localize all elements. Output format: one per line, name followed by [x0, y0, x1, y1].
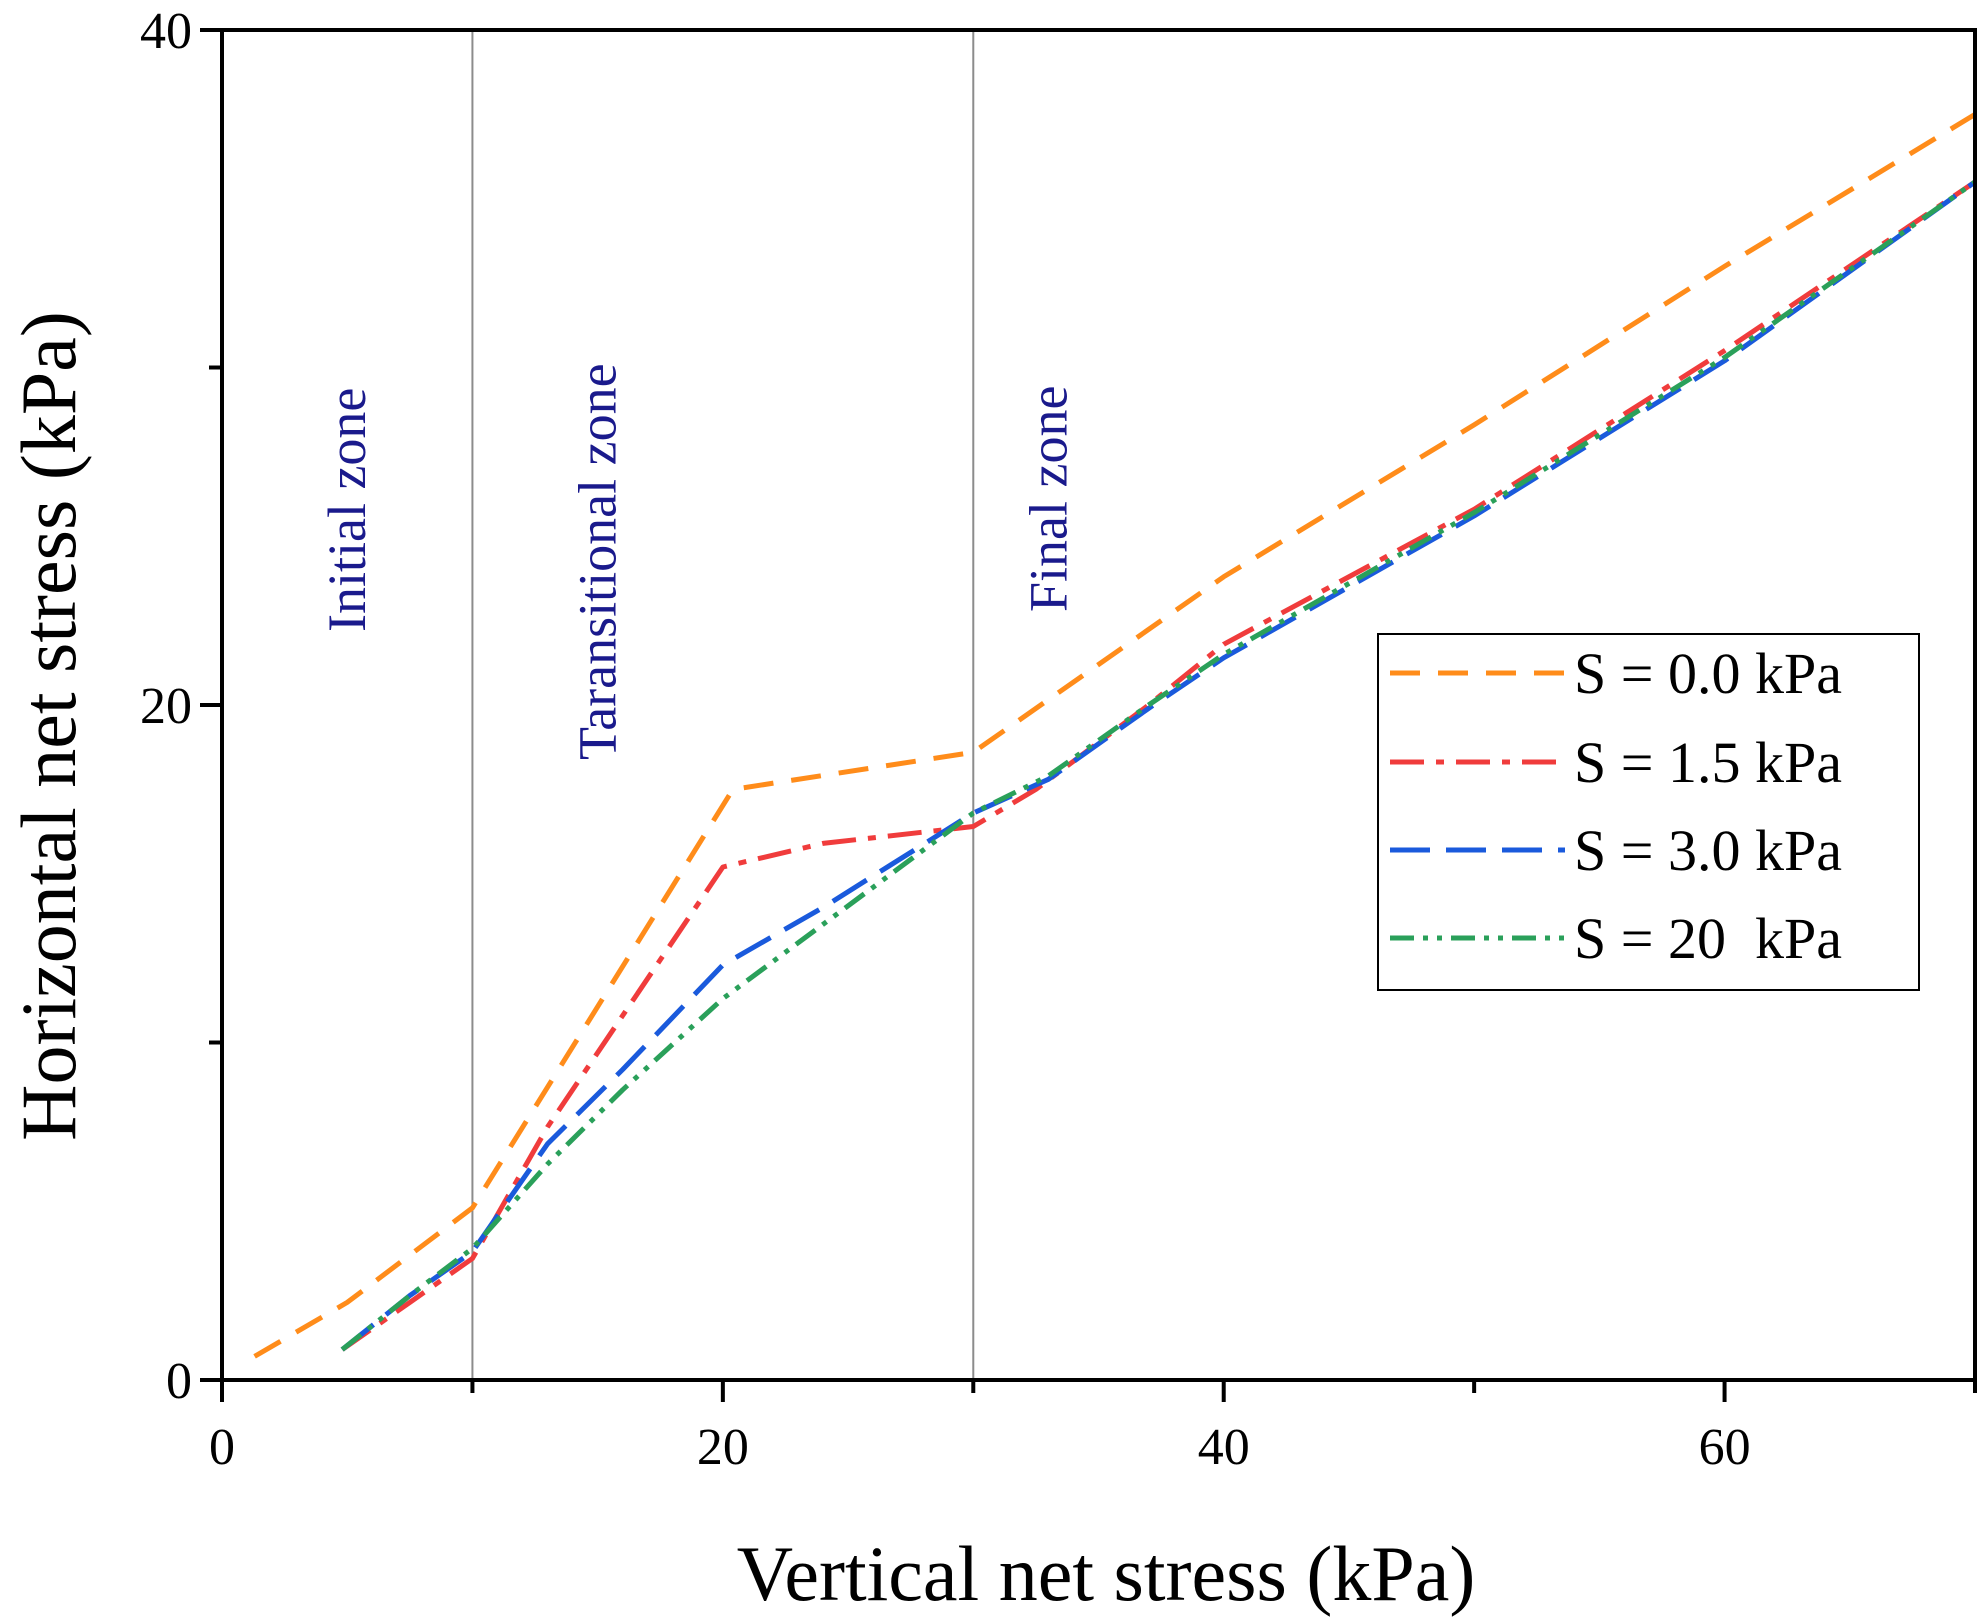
- legend-label-1: S = 1.5 kPa: [1574, 730, 1842, 795]
- legend-label-2: S = 3.0 kPa: [1574, 818, 1842, 883]
- legend: S = 0.0 kPa S = 1.5 kPa S = 3.0 kPa S = 20 …: [1377, 633, 1920, 991]
- legend-label-0: S = 0.0 kPa: [1574, 641, 1842, 706]
- x-tick-label: 0: [209, 1419, 235, 1476]
- plot-frame: [220, 28, 1977, 1382]
- x-axis-title: Vertical net stress (kPa): [737, 1530, 1476, 1617]
- series-lines: [253, 112, 1977, 1359]
- zone-lines: [471, 30, 975, 1380]
- y-tick-label: 40: [140, 3, 192, 60]
- minor-ticks: [209, 365, 1977, 1393]
- legend-label-3: S = 20 kPa: [1574, 906, 1842, 971]
- series-line-3: [340, 179, 1977, 1352]
- y-tick-label: 20: [140, 678, 192, 735]
- y-tick-labels: 0 20 40: [140, 3, 192, 1410]
- y-axis-title: Horizontal net stress (kPa): [5, 311, 92, 1141]
- legend-items: S = 0.0 kPa S = 1.5 kPa S = 3.0 kPa S = 20 …: [1390, 641, 1842, 971]
- x-tick-label: 60: [1699, 1419, 1751, 1476]
- series-line-0: [253, 112, 1977, 1359]
- legend-box: [1377, 633, 1920, 991]
- y-tick-label: 0: [166, 1353, 192, 1410]
- x-tick-labels: 0 20 40 60: [209, 1419, 1751, 1476]
- zone-label-1: Taransitional zone: [568, 363, 628, 760]
- zone-labels: Initial zone Taransitional zone Final zone: [317, 363, 1078, 760]
- zone-label-0: Initial zone: [317, 388, 377, 632]
- major-ticks: [200, 28, 1727, 1402]
- x-tick-label: 20: [697, 1419, 749, 1476]
- zone-label-2: Final zone: [1018, 386, 1078, 612]
- x-tick-label: 40: [1198, 1419, 1250, 1476]
